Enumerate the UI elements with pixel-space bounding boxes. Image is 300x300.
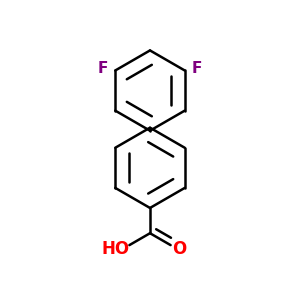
Text: F: F: [98, 61, 108, 76]
Text: HO: HO: [101, 240, 130, 258]
Text: O: O: [172, 240, 186, 258]
Text: F: F: [192, 61, 202, 76]
